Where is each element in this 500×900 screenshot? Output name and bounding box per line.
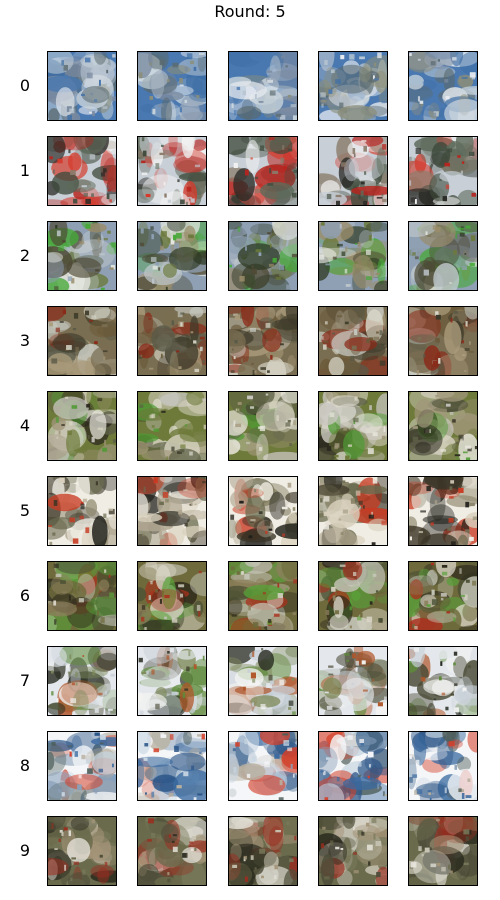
- sample-image: [137, 391, 207, 461]
- row-label: 2: [19, 246, 31, 265]
- row-label: 6: [19, 586, 31, 605]
- sample-image: [318, 51, 388, 121]
- sample-image: [137, 476, 207, 546]
- row-label: 8: [19, 756, 31, 775]
- sample-image: [408, 646, 478, 716]
- sample-image: [408, 391, 478, 461]
- sample-image: [228, 221, 298, 291]
- sample-image: [47, 816, 117, 886]
- sample-image: [228, 646, 298, 716]
- sample-image: [228, 391, 298, 461]
- sample-image: [318, 646, 388, 716]
- sample-image: [318, 391, 388, 461]
- sample-image: [137, 136, 207, 206]
- sample-image: [47, 391, 117, 461]
- sample-image: [137, 561, 207, 631]
- sample-image: [228, 816, 298, 886]
- sample-image: [228, 476, 298, 546]
- sample-image: [318, 136, 388, 206]
- sample-image: [408, 51, 478, 121]
- sample-image: [318, 306, 388, 376]
- sample-image: [228, 306, 298, 376]
- sample-image: [318, 476, 388, 546]
- row-label: 4: [19, 416, 31, 435]
- sample-image: [47, 306, 117, 376]
- row-label: 1: [19, 161, 31, 180]
- sample-image: [137, 816, 207, 886]
- sample-image: [228, 51, 298, 121]
- sample-image: [228, 136, 298, 206]
- row-label: 5: [19, 501, 31, 520]
- row-label: 0: [19, 76, 31, 95]
- sample-image: [137, 646, 207, 716]
- sample-image: [137, 731, 207, 801]
- sample-image: [408, 476, 478, 546]
- sample-image: [47, 646, 117, 716]
- sample-image: [408, 561, 478, 631]
- figure-title: Round: 5: [214, 2, 286, 21]
- sample-image: [408, 306, 478, 376]
- sample-image: [408, 221, 478, 291]
- sample-image: [408, 816, 478, 886]
- sample-image: [47, 561, 117, 631]
- sample-image: [137, 221, 207, 291]
- sample-image: [228, 731, 298, 801]
- sample-image: [47, 51, 117, 121]
- sample-image: [47, 221, 117, 291]
- sample-image: [137, 306, 207, 376]
- row-label: 7: [19, 671, 31, 690]
- sample-image: [318, 731, 388, 801]
- sample-image: [318, 561, 388, 631]
- sample-image: [318, 816, 388, 886]
- sample-image: [47, 136, 117, 206]
- sample-image: [137, 51, 207, 121]
- sample-image: [408, 731, 478, 801]
- sample-image: [228, 561, 298, 631]
- row-label: 9: [19, 841, 31, 860]
- sample-image: [408, 136, 478, 206]
- sample-image: [47, 476, 117, 546]
- sample-image: [47, 731, 117, 801]
- row-label: 3: [19, 331, 31, 350]
- sample-image: [318, 221, 388, 291]
